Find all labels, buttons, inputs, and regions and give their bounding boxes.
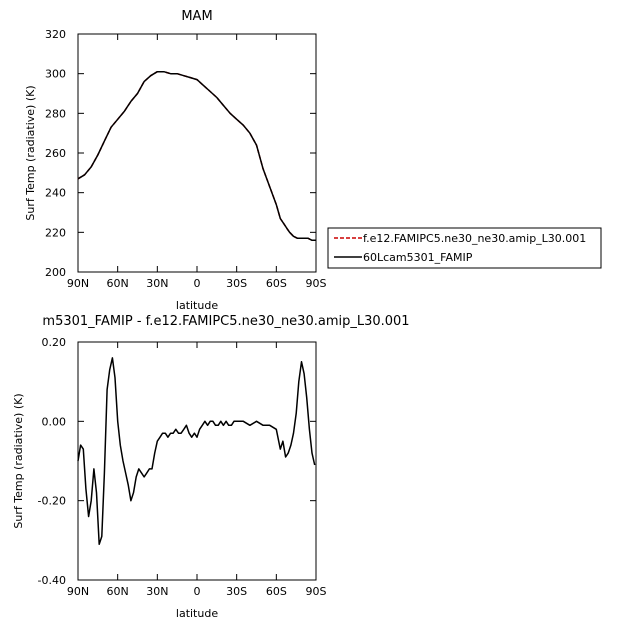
bottom-chart-series-line-1 <box>77 357 316 546</box>
top-chart-y-tick-label: 320 <box>45 28 66 41</box>
bottom-chart-y-tick-label: -0.40 <box>38 574 66 587</box>
bottom-chart-series <box>77 357 316 546</box>
bottom-chart-y-axis-label: Surf Temp (radiative) (K) <box>12 393 25 528</box>
legend-label-series-1: f.e12.FAMIPC5.ne30_ne30.amip_L30.001 <box>363 232 586 245</box>
bottom-chart-x-ticks: 90N 60N 30N 0 30S 60S 90S <box>67 342 327 598</box>
bottom-chart-x-tick-label: 60N <box>107 585 129 598</box>
bottom-chart-x-tick-label: 0 <box>194 585 201 598</box>
top-chart-series-line-2 <box>77 70 316 242</box>
legend-label-series-2: 60Lcam5301_FAMIP <box>363 251 473 264</box>
top-chart-legend: f.e12.FAMIPC5.ne30_ne30.amip_L30.001 60L… <box>327 227 602 269</box>
top-chart-y-tick-label: 200 <box>45 266 66 279</box>
top-chart-x-axis-label: latitude <box>176 299 218 312</box>
top-chart-x-ticks: 90N 60N 30N 0 30S 60S 90S <box>67 34 327 290</box>
top-chart-y-tick-label: 260 <box>45 147 66 160</box>
bottom-chart-y-ticks: -0.40 -0.20 0.00 0.20 <box>38 336 316 587</box>
bottom-chart-x-tick-label: 30N <box>146 585 168 598</box>
bottom-chart-x-tick-label: 90S <box>306 585 327 598</box>
bottom-chart-x-tick-label: 30S <box>226 585 247 598</box>
bottom-chart-y-tick-label: 0.00 <box>42 415 67 428</box>
top-chart-y-tick-label: 220 <box>45 226 66 239</box>
top-chart-y-tick-label: 280 <box>45 107 66 120</box>
top-chart-x-tick-label: 90N <box>67 277 89 290</box>
bottom-chart-x-axis-label: latitude <box>176 607 218 620</box>
top-chart-y-axis-label: Surf Temp (radiative) (K) <box>24 85 37 220</box>
top-chart-x-tick-label: 0 <box>194 277 201 290</box>
top-chart-y-tick-label: 300 <box>45 68 66 81</box>
top-chart-series-line-1 <box>77 70 316 242</box>
top-chart-x-tick-label: 30S <box>226 277 247 290</box>
bottom-chart-title: m5301_FAMIP - f.e12.FAMIPC5.ne30_ne30.am… <box>42 314 409 329</box>
bottom-chart-y-tick-label: -0.20 <box>38 495 66 508</box>
top-chart-frame <box>77 33 317 273</box>
top-chart-x-tick-label: 90S <box>306 277 327 290</box>
top-chart-x-tick-label: 30N <box>146 277 168 290</box>
legend-box <box>327 227 602 269</box>
top-chart-series <box>77 70 316 242</box>
top-chart-title: MAM <box>181 9 212 24</box>
bottom-chart: m5301_FAMIP - f.e12.FAMIPC5.ne30_ne30.am… <box>12 314 410 620</box>
top-chart-x-tick-label: 60N <box>107 277 129 290</box>
bottom-chart-x-tick-label: 60S <box>266 585 287 598</box>
bottom-chart-frame <box>77 341 317 581</box>
top-chart-x-tick-label: 60S <box>266 277 287 290</box>
top-chart: MAM 90N 60N 30N 0 30S 60S 90S 200 220 240 260 280 3… <box>24 9 327 312</box>
bottom-chart-y-tick-label: 0.20 <box>42 336 67 349</box>
top-chart-y-ticks: 200 220 240 260 280 300 320 <box>45 28 316 279</box>
bottom-chart-x-tick-label: 90N <box>67 585 89 598</box>
top-chart-y-tick-label: 240 <box>45 187 66 200</box>
